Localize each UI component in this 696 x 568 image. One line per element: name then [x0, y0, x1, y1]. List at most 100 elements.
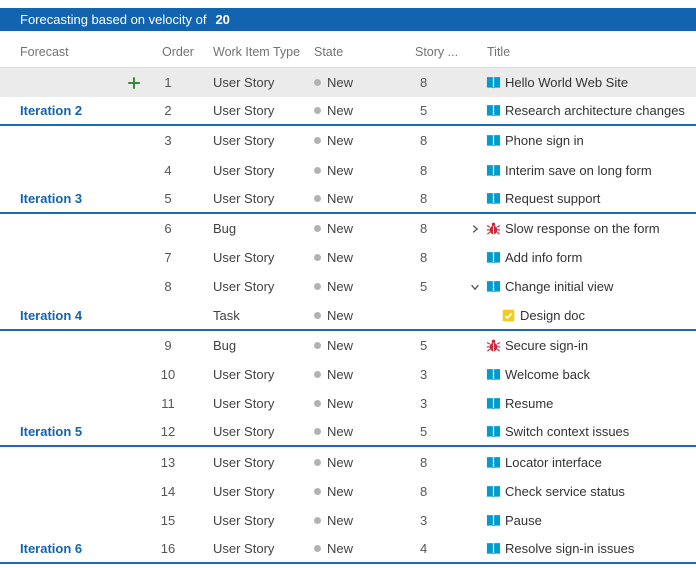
forecast-cell: Iteration 3	[20, 185, 82, 212]
work-item-type-value: User Story	[213, 512, 275, 528]
title-text[interactable]: Welcome back	[505, 366, 591, 382]
title-cell[interactable]: Request support	[470, 185, 600, 212]
work-item-type-cell: User Story	[213, 68, 274, 97]
title-text[interactable]: Slow response on the form	[505, 221, 660, 237]
title-cell[interactable]: Slow response on the form	[470, 214, 660, 243]
title-cell[interactable]: Design doc	[470, 302, 585, 329]
title-text[interactable]: Switch context issues	[505, 424, 630, 440]
table-row[interactable]: 7 User Story New 8 Add in	[0, 243, 696, 272]
state-cell: New	[314, 302, 353, 329]
title-cell[interactable]: Welcome back	[470, 360, 590, 389]
table-row[interactable]: 1 User Story New 8 Hello	[0, 68, 696, 98]
order-cell: 6	[150, 214, 186, 243]
table-row[interactable]: 11 User Story New 3 Resum	[0, 389, 696, 418]
chevron-right-icon[interactable]	[470, 224, 480, 234]
state-value: New	[327, 541, 354, 557]
state-cell: New	[314, 243, 353, 272]
title-text[interactable]: Pause	[505, 512, 542, 528]
user-story-icon	[486, 485, 501, 498]
table-row[interactable]: Iteration 5 12 User Story New 5	[0, 418, 696, 448]
title-text[interactable]: Hello World Web Site	[505, 75, 629, 91]
title-text[interactable]: Check service status	[505, 483, 625, 499]
add-icon[interactable]	[127, 76, 141, 90]
state-cell: New	[314, 477, 353, 506]
table-row[interactable]: 13 User Story New 8 Locat	[0, 447, 696, 476]
title-text[interactable]: Change initial view	[505, 279, 614, 295]
work-item-icon-slot	[486, 75, 501, 90]
title-cell[interactable]: Pause	[470, 506, 542, 535]
story-points-cell: 5	[420, 418, 427, 445]
expand-collapse-slot[interactable]	[470, 224, 486, 234]
table-row[interactable]: Iteration 4 Task New	[0, 302, 696, 331]
table-row[interactable]: 9 Bug New 5	[0, 331, 696, 360]
column-header-forecast[interactable]: Forecast	[20, 45, 69, 59]
table-row[interactable]: Iteration 3 5 User Story New 8	[0, 185, 696, 214]
title-cell[interactable]: Secure sign-in	[470, 331, 588, 360]
column-header-story-points[interactable]: Story ...	[415, 45, 459, 59]
story-points-value: 8	[420, 221, 428, 237]
title-text[interactable]: Resolve sign-in issues	[505, 541, 635, 557]
state-value: New	[327, 454, 354, 470]
order-cell: 11	[150, 389, 186, 418]
order-cell: 5	[150, 185, 186, 212]
state-cell: New	[314, 418, 353, 445]
title-text[interactable]: Design doc	[520, 307, 586, 323]
expand-collapse-slot[interactable]	[470, 282, 486, 292]
table-row[interactable]: 8 User Story New 5	[0, 272, 696, 301]
title-text[interactable]: Phone sign in	[505, 133, 584, 149]
order-value: 7	[164, 250, 172, 266]
state-cell: New	[314, 156, 353, 185]
add-item-button[interactable]	[127, 68, 141, 97]
table-row[interactable]: Iteration 2 2 User Story New 5	[0, 97, 696, 127]
state-dot-icon	[314, 341, 321, 349]
work-item-icon-slot	[486, 250, 501, 265]
title-cell[interactable]: Resume	[470, 389, 553, 418]
table-row[interactable]: 3 User Story New 8 Phone	[0, 126, 696, 155]
column-header-work-item-type[interactable]: Work Item Type	[213, 45, 301, 59]
story-points-value: 4	[420, 541, 428, 557]
title-cell[interactable]: Check service status	[470, 477, 625, 506]
order-cell: 4	[150, 156, 186, 185]
table-row[interactable]: 10 User Story New 3 Welco	[0, 360, 696, 389]
title-text[interactable]: Locator interface	[505, 454, 602, 470]
table-row[interactable]: 6 Bug New 8	[0, 214, 696, 243]
title-cell[interactable]: Add info form	[470, 243, 582, 272]
column-header-order[interactable]: Order	[162, 45, 194, 59]
state-value: New	[327, 337, 354, 353]
story-points-cell: 5	[420, 331, 427, 360]
title-cell[interactable]: Change initial view	[470, 272, 613, 301]
title-cell[interactable]: Research architecture changes	[470, 97, 685, 124]
title-cell[interactable]: Locator interface	[470, 447, 602, 476]
title-text[interactable]: Resume	[505, 396, 554, 412]
order-value: 3	[164, 133, 172, 149]
title-cell[interactable]: Interim save on long form	[470, 156, 652, 185]
title-cell[interactable]: Resolve sign-in issues	[470, 535, 634, 562]
title-text[interactable]: Research architecture changes	[505, 103, 685, 119]
forecast-label: Iteration 6	[20, 541, 83, 557]
order-cell: 12	[150, 418, 186, 445]
chevron-down-icon[interactable]	[470, 282, 480, 292]
title-text[interactable]: Interim save on long form	[505, 162, 652, 178]
user-story-icon	[486, 192, 501, 205]
work-item-type-cell: User Story	[213, 477, 274, 506]
order-cell: 3	[150, 126, 186, 155]
table-row[interactable]: 4 User Story New 8 Interi	[0, 156, 696, 185]
order-cell: 2	[150, 97, 186, 124]
work-item-type-cell: User Story	[213, 389, 274, 418]
forecast-label: Iteration 3	[20, 190, 83, 206]
table-row[interactable]: 14 User Story New 8 Check	[0, 477, 696, 506]
title-cell[interactable]: Switch context issues	[470, 418, 629, 445]
column-header-state[interactable]: State	[314, 45, 344, 59]
column-header-title[interactable]: Title	[487, 45, 511, 59]
story-points-value: 3	[420, 396, 428, 412]
story-points-cell: 3	[420, 360, 427, 389]
table-row[interactable]: Iteration 6 16 User Story New 4	[0, 535, 696, 565]
table-row[interactable]: 15 User Story New 3 Pause	[0, 506, 696, 535]
title-text[interactable]: Add info form	[505, 250, 583, 266]
title-cell[interactable]: Phone sign in	[470, 126, 584, 155]
title-text[interactable]: Secure sign-in	[505, 337, 589, 353]
title-text[interactable]: Request support	[505, 190, 601, 206]
title-cell[interactable]: Hello World Web Site	[470, 68, 628, 97]
state-value: New	[327, 366, 354, 382]
story-points-value: 3	[420, 366, 428, 382]
